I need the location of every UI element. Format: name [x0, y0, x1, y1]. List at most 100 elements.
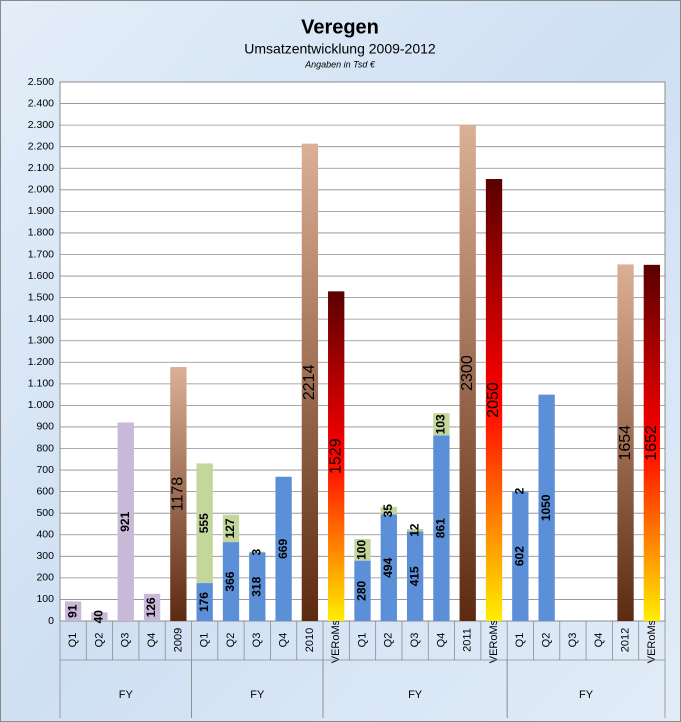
x-tick-label: Q3	[567, 633, 579, 648]
group-label: FY	[119, 689, 134, 701]
bar	[196, 463, 213, 584]
data-label: 861	[434, 518, 448, 538]
x-tick-label: Q2	[225, 633, 237, 648]
y-tick-label: 1.000	[28, 399, 54, 411]
y-tick-label: 2.300	[28, 119, 54, 131]
y-tick-label: 2.200	[28, 140, 54, 152]
bar	[143, 593, 161, 621]
y-tick-label: 2.000	[28, 184, 54, 196]
data-label: 1529	[327, 438, 344, 474]
data-label: 100	[355, 540, 369, 560]
bar	[196, 583, 213, 621]
data-label: 12	[407, 523, 421, 537]
y-tick-label: 1.300	[28, 335, 54, 347]
bar	[380, 514, 397, 621]
bar	[485, 179, 503, 621]
bar	[538, 394, 555, 621]
data-label: 2050	[485, 382, 502, 418]
y-tick-label: 1.900	[28, 205, 54, 217]
data-label: 2214	[301, 364, 318, 400]
bar	[222, 514, 240, 543]
data-label: 1178	[170, 477, 187, 512]
x-tick-label: Q4	[593, 633, 605, 648]
plot-area	[60, 82, 665, 621]
y-tick-label: 100	[36, 593, 54, 605]
bar	[406, 528, 424, 532]
bar	[406, 531, 424, 621]
x-tick-label: Q2	[541, 633, 553, 648]
data-label: 103	[434, 414, 448, 434]
y-tick-label: 400	[36, 529, 54, 541]
bar	[354, 560, 371, 621]
y-tick-label: 900	[36, 421, 54, 433]
y-tick-label: 2.100	[28, 162, 54, 174]
x-tick-label: 2012	[619, 628, 631, 652]
bar	[117, 422, 134, 621]
bar	[643, 264, 661, 621]
x-tick-label: Q4	[435, 633, 447, 648]
group-label: FY	[579, 689, 594, 701]
bar	[249, 551, 266, 553]
bar	[328, 291, 345, 621]
y-tick-label: 500	[36, 507, 54, 519]
x-tick-label: Q4	[146, 633, 158, 648]
chart-title: Veregen	[301, 16, 379, 38]
data-label: 415	[407, 566, 421, 586]
x-tick-label: Q4	[277, 633, 289, 648]
y-tick-label: 700	[36, 464, 54, 476]
y-tick-label: 1.100	[28, 378, 54, 390]
x-tick-label: Q1	[67, 633, 79, 648]
chart-note: Angaben in Tsd €	[304, 59, 376, 69]
chart-subtitle: Umsatzentwicklung 2009-2012	[244, 41, 436, 57]
data-label: 176	[197, 592, 211, 612]
y-tick-label: 300	[36, 550, 54, 562]
data-label: 91	[65, 604, 79, 618]
bar	[275, 476, 292, 621]
bar	[64, 601, 82, 621]
y-tick-label: 2.500	[28, 76, 54, 88]
data-label: 366	[223, 571, 237, 591]
y-tick-label: 1.500	[28, 291, 54, 303]
bar	[433, 413, 450, 436]
bar	[170, 367, 187, 621]
x-tick-label: 2009	[172, 628, 184, 652]
x-tick-label: VERoMst	[488, 617, 500, 663]
y-tick-label: 200	[36, 572, 54, 584]
x-tick-label: 2011	[462, 628, 474, 652]
bar	[459, 125, 476, 622]
bar	[301, 143, 319, 621]
bar	[617, 264, 634, 621]
y-tick-label: 1.400	[28, 313, 54, 325]
bar	[222, 542, 240, 621]
x-tick-label: Q3	[409, 633, 421, 648]
x-tick-label: Q2	[93, 633, 105, 648]
x-tick-label: VERoMst	[646, 617, 658, 663]
x-tick-label: Q3	[251, 633, 263, 648]
data-label: 1654	[617, 425, 634, 461]
data-label: 2	[512, 487, 526, 494]
data-label: 555	[197, 513, 211, 533]
group-label: FY	[408, 689, 423, 701]
data-label: 2300	[459, 355, 476, 391]
data-label: 1050	[539, 494, 553, 521]
data-label: 669	[276, 539, 290, 559]
x-tick-label: Q1	[356, 633, 368, 648]
data-label: 921	[118, 511, 132, 531]
bar	[354, 539, 371, 561]
bar	[380, 506, 397, 515]
x-tick-label: Q1	[514, 633, 526, 648]
y-tick-label: 1.600	[28, 270, 54, 282]
data-label: 1652	[643, 425, 660, 461]
data-label: 3	[249, 548, 263, 555]
bar	[91, 612, 108, 621]
y-tick-label: 2.400	[28, 97, 54, 109]
bar	[249, 552, 266, 621]
y-tick-label: 1.700	[28, 248, 54, 260]
bar	[433, 435, 450, 621]
group-label: FY	[250, 689, 265, 701]
x-tick-label: Q2	[383, 633, 395, 648]
y-tick-label: 1.200	[28, 356, 54, 368]
data-label: 126	[144, 597, 158, 617]
y-tick-label: 800	[36, 442, 54, 454]
